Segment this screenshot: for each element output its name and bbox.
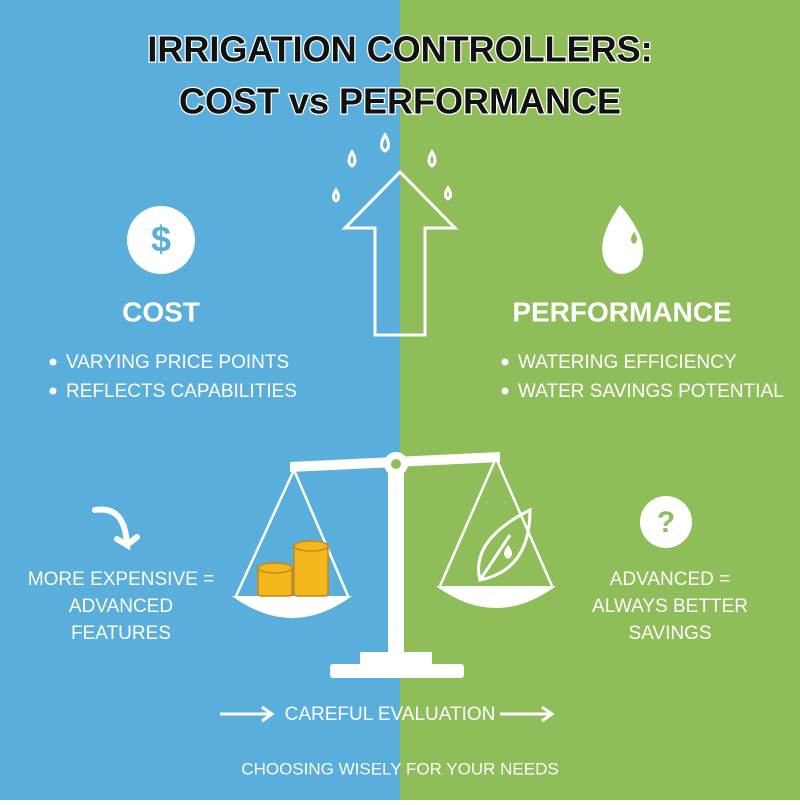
evaluation: CAREFUL EVALUATION [285,704,496,725]
icon-glyph: ? [657,506,675,539]
drop-inner [631,232,637,244]
footer-arrows [220,705,555,723]
bullet-dot [49,358,57,366]
note-line: ADVANCED = [610,569,731,590]
bullet: REFLECTS CAPABILITIES [66,381,297,402]
tagline: CHOOSING WISELY FOR YOUR NEEDS [241,759,558,778]
curved-arrow [92,506,140,551]
note-line: ADVANCED [69,596,173,617]
arrow-up [332,132,459,337]
question-icon [640,496,692,548]
note-line: SAVINGS [628,623,711,644]
title-line: COST vs PERFORMANCE [179,81,621,122]
icon-glyph: $ [151,219,171,260]
bullet-dot [49,387,57,395]
bg-right [400,0,800,800]
heading: COST [122,296,200,327]
bullet: VARYING PRICE POINTS [66,352,289,373]
dollar-icon [127,206,195,274]
note-line: MORE EXPENSIVE = [28,569,214,590]
title-line: IRRIGATION CONTROLLERS: [147,29,652,70]
drop-icon [602,205,644,274]
bullet-dot [501,358,509,366]
bullet: WATERING EFFICIENCY [518,352,737,373]
heading: PERFORMANCE [512,296,731,327]
note-line: FEATURES [71,623,171,644]
note-line: ALWAYS BETTER [592,596,748,617]
bullet-dot [501,387,509,395]
balance-scale [232,452,556,678]
bullet: WATER SAVINGS POTENTIAL [518,381,784,402]
